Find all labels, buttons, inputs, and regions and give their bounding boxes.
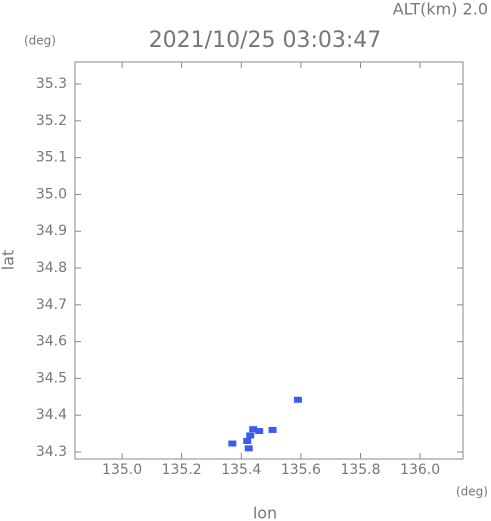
x-axis-label: lon [253,504,277,521]
y-tick-label: 34.3 [36,444,67,460]
echo-point [228,440,237,447]
y-tick-label: 35.0 [36,186,67,202]
x-tick-label: 135.8 [340,462,380,478]
y-tick-label: 34.6 [36,334,67,350]
echo-point [293,396,302,403]
y-unit: (deg) [24,34,56,48]
chart-title: 2021/10/25 03:03:47 [149,28,382,53]
y-tick-label: 34.5 [36,370,67,386]
echo-point [246,432,255,439]
y-tick-label: 35.3 [36,76,67,92]
echo-point [268,426,277,433]
x-tick-label: 136.0 [400,462,440,478]
y-axis-label: lat [0,250,18,271]
echo-point [244,445,253,452]
echo-point [249,426,258,433]
y-tick-label: 34.8 [36,260,67,276]
y-tick-label: 35.2 [36,113,67,129]
x-tick-label: 135.2 [162,462,202,478]
y-tick-label: 35.1 [36,150,67,166]
x-tick-label: 135.4 [221,462,261,478]
altitude-label: ALT(km) 2.0 [393,0,488,19]
x-tick-label: 135.6 [281,462,321,478]
plot-frame [74,61,464,460]
y-tick-label: 34.9 [36,223,67,239]
echo-point [255,428,264,435]
y-tick-label: 34.7 [36,297,67,313]
y-tick-label: 34.4 [36,407,67,423]
x-unit: (deg) [456,485,488,499]
echo-point [243,437,252,444]
x-tick-label: 135.0 [102,462,142,478]
